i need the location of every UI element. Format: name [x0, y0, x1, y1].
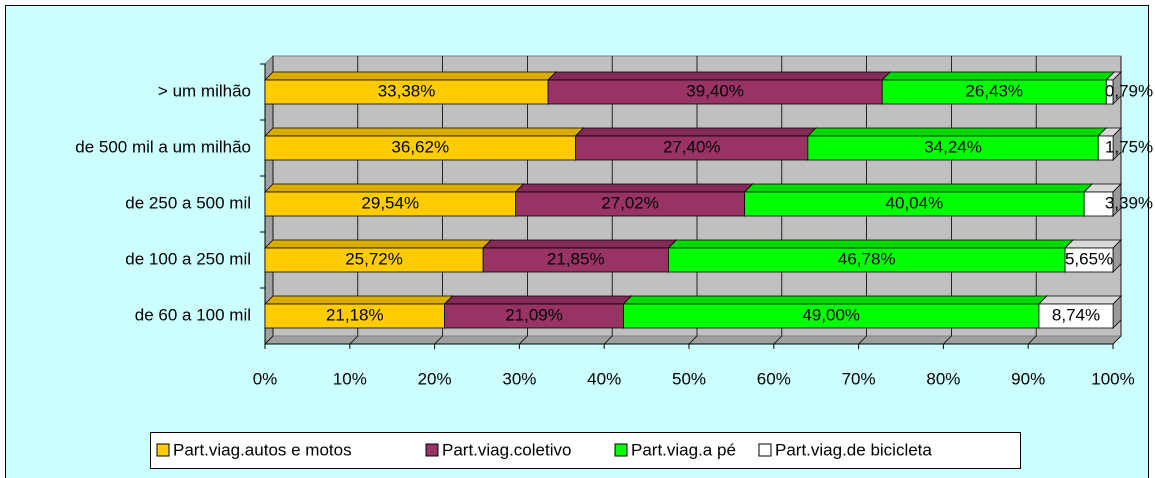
value-label: 21,85% [547, 249, 605, 268]
bar [264, 247, 484, 273]
x-tick-label: 90% [1011, 369, 1045, 388]
x-tick-label: 100% [1091, 369, 1134, 388]
bar-top [264, 295, 454, 305]
bar-top [482, 239, 678, 249]
value-label: 5,65% [1065, 249, 1113, 268]
legend-label: Part.viag.de bicicleta [775, 440, 932, 459]
y-tick-label: de 500 mil a um milhão [75, 137, 251, 156]
legend-marker [758, 443, 772, 457]
bar [264, 303, 446, 329]
value-label: 34,24% [924, 137, 982, 156]
bar [482, 247, 669, 273]
x-tick-label: 0% [253, 369, 278, 388]
bar [1097, 135, 1114, 161]
value-label: 1,75% [1105, 137, 1153, 156]
value-label: 26,43% [965, 81, 1023, 100]
bar [1064, 247, 1114, 273]
bar-top [547, 71, 892, 81]
bar-top [1038, 295, 1123, 305]
value-label: 33,38% [378, 81, 436, 100]
legend-marker [425, 443, 439, 457]
bar [264, 135, 576, 161]
bar-top [743, 183, 1094, 193]
legend [150, 432, 1021, 469]
x-tick-label: 20% [418, 369, 452, 388]
value-label: 8,74% [1052, 305, 1100, 324]
value-label: 27,02% [601, 193, 659, 212]
y-tick-label: de 100 a 250 mil [125, 249, 251, 268]
bar [547, 79, 883, 105]
value-label: 21,09% [505, 305, 563, 324]
value-label: 40,04% [886, 193, 944, 212]
legend-marker [156, 443, 170, 457]
x-tick-label: 10% [333, 369, 367, 388]
value-label: 46,78% [838, 249, 896, 268]
bar-top [264, 239, 493, 249]
bar-top [264, 71, 558, 81]
bar-top [574, 127, 817, 137]
bar [744, 191, 1085, 217]
y-tick-label: de 60 a 100 mil [135, 305, 251, 324]
bar [264, 79, 549, 105]
x-tick-label: 50% [672, 369, 706, 388]
value-label: 39,40% [686, 81, 744, 100]
bar-top [264, 127, 585, 137]
bar [515, 191, 746, 217]
legend-marker [614, 443, 628, 457]
legend-label: Part.viag.a pé [631, 440, 736, 459]
bar [444, 303, 624, 329]
bar [623, 303, 1040, 329]
value-label: 27,40% [663, 137, 721, 156]
bar [1105, 79, 1114, 105]
x-tick-label: 80% [926, 369, 960, 388]
y-tick-label: > um milhão [158, 81, 251, 100]
bar [1038, 303, 1114, 329]
bar-top [443, 295, 633, 305]
x-tick-label: 30% [502, 369, 536, 388]
bar-top [806, 127, 1108, 137]
value-label: 29,54% [361, 193, 419, 212]
bar-top [1064, 239, 1122, 249]
legend-label: Part.viag.coletivo [442, 440, 571, 459]
bar-top [881, 71, 1116, 81]
value-label: 3,39% [1105, 193, 1153, 212]
x-tick-label: 70% [842, 369, 876, 388]
bar-top [514, 183, 754, 193]
bar-top [667, 239, 1075, 249]
bar [575, 135, 809, 161]
value-label: 25,72% [345, 249, 403, 268]
bar [667, 247, 1066, 273]
bar [1083, 191, 1114, 217]
bar [881, 79, 1107, 105]
bar [807, 135, 1099, 161]
y-tick-label: de 250 a 500 mil [125, 193, 251, 212]
x-tick-label: 40% [587, 369, 621, 388]
value-label: 36,62% [391, 137, 449, 156]
value-label: 21,18% [326, 305, 384, 324]
bar [264, 191, 516, 217]
bar-top [264, 183, 525, 193]
value-label: 0,79% [1105, 81, 1153, 100]
x-tick-label: 60% [757, 369, 791, 388]
bar-top [622, 295, 1048, 305]
legend-label: Part.viag.autos e motos [173, 440, 352, 459]
value-label: 49,00% [802, 305, 860, 324]
